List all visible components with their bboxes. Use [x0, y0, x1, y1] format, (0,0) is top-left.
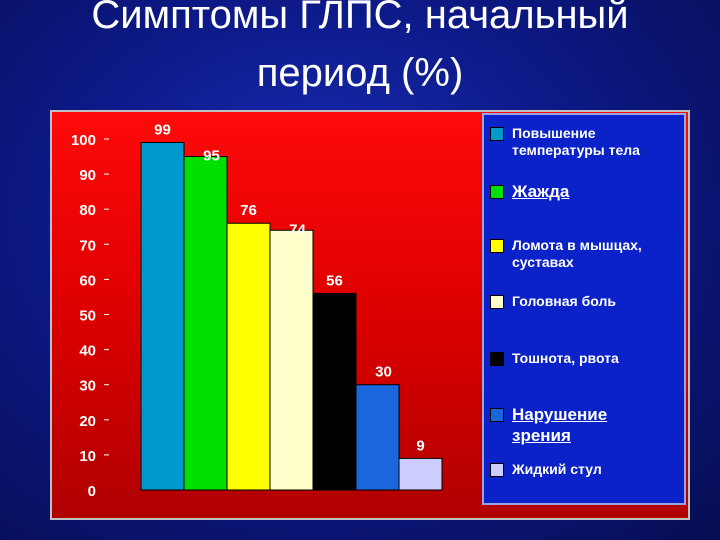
bar-value-label: 95 [203, 148, 220, 165]
legend-swatch [490, 463, 504, 477]
y-tick-label: 80 [79, 202, 96, 219]
legend-label: Головная боль [512, 293, 616, 309]
y-tick-label: 30 [79, 378, 96, 395]
bar [140, 142, 185, 491]
legend-label: Повышение температуры тела [512, 125, 640, 158]
bar-value-label: 99 [154, 122, 171, 139]
legend-swatch [490, 239, 504, 253]
legend-swatch [490, 127, 504, 141]
bar [312, 292, 357, 491]
bar [183, 156, 228, 491]
legend-swatch [490, 185, 504, 199]
legend-label: Жажда [512, 182, 570, 201]
bar-value-label: 76 [240, 202, 257, 219]
slide-title: Симптомы ГЛПС, начальный период (%) [40, 0, 680, 102]
title-line-2: период (%) [256, 51, 464, 95]
legend-swatch [490, 295, 504, 309]
bar [355, 384, 400, 491]
legend-label: Ломота в мышцах, суставах [512, 237, 642, 270]
legend-label: Тошнота, рвота [512, 350, 619, 366]
bar-value-label: 56 [326, 272, 343, 289]
bar [226, 222, 271, 491]
legend-label: Жидкий стул [512, 461, 602, 477]
legend-label: Нарушение зрения [512, 405, 608, 445]
bar-value-label: 30 [375, 364, 392, 381]
legend-swatch [490, 352, 504, 366]
bar-chart: 0 10 20 30 40 50 60 70 80 90 100 99 95 76 74 56 30 9 [71, 122, 443, 500]
legend-swatch [490, 408, 504, 422]
bar-value-label: 74 [289, 221, 306, 238]
y-tick-label: 10 [79, 448, 96, 465]
y-tick-label: 0 [88, 483, 96, 500]
y-tick-label: 40 [79, 343, 96, 360]
y-tick-label: 100 [71, 132, 96, 149]
title-line-1: Симптомы ГЛПС, начальный [91, 0, 629, 37]
y-tick-label: 90 [79, 167, 96, 184]
y-tick-label: 60 [79, 272, 96, 289]
bar [398, 457, 443, 491]
bar [269, 229, 314, 491]
y-tick-label: 50 [79, 308, 96, 325]
y-tick-label: 20 [79, 413, 96, 430]
legend: Повышение температуры тела Жажда Ломота … [482, 113, 686, 505]
y-tick-label: 70 [79, 237, 96, 254]
bar-value-label: 9 [416, 437, 424, 454]
